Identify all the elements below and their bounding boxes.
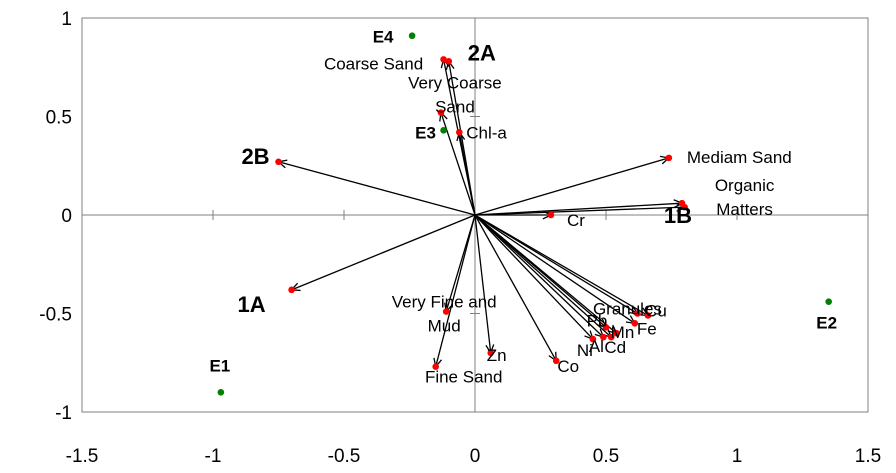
y-tick-label: 0 [61,206,72,227]
x-tick-label: -1 [205,446,222,467]
site-point-e3 [440,126,447,134]
point-mediam-sand [665,154,673,162]
x-tick-label: 0 [470,446,481,467]
label-fe: Fe [637,319,657,338]
x-tick-label: -0.5 [328,446,361,467]
y-tick-label: 1 [61,9,72,30]
point-fine-sand [432,363,440,370]
label-granules: Granules [593,300,662,319]
site-label-e3: E3 [415,123,436,142]
site-point-e2 [825,298,832,305]
x-tick-label: -1.5 [66,446,99,467]
site-label-e1: E1 [209,356,230,375]
point-al [600,333,607,341]
label-organic-matters: Organic Matters [715,176,775,219]
data-points [217,32,832,396]
label-chl-a: Chl-a [466,123,507,142]
point-cd [607,333,615,341]
label-zn: Zn [487,346,507,365]
station-label-2a: 2A [468,40,496,65]
point-very-fine-and-mud [442,308,450,315]
label-very-fine-and-mud: Very Fine and Mud [392,293,497,336]
point-1a [288,286,295,294]
label-fine-sand: Fine Sand [425,368,503,387]
loading-arrows [277,57,687,369]
label-mn: Mn [611,323,635,342]
site-label-e4: E4 [373,28,394,47]
arrow-2b [277,159,476,216]
label-mediam-sand: Mediam Sand [687,148,792,167]
label-pb: Pb [587,311,608,330]
point-fe [631,320,639,327]
label-cd: Cd [604,338,626,357]
point-2b [275,158,282,166]
point-2a [445,58,453,65]
x-tick-label: 1 [732,446,743,467]
arrow-al [474,214,605,339]
label-al: Al [589,337,604,356]
point-cr [547,211,555,219]
point-chl-a [455,128,463,136]
point-pb [602,323,610,331]
point-cu [644,312,652,319]
label-cu: Cu [645,301,667,320]
station-label-1b: 1B [664,203,692,228]
point-ni [589,335,597,343]
arrow-fine-sand [433,214,476,369]
y-tick-label: 0.5 [46,108,72,129]
point-zn [487,349,495,357]
x-tick-label: 1.5 [855,446,881,467]
label-cr: Cr [567,211,585,230]
tick-labels: -1.5 -1 -0.5 0 0.5 1 1.5 1 0.5 0 -0.5 -1 [39,9,881,467]
x-tick-label: 0.5 [593,446,619,467]
point-mn [613,329,620,337]
label-coarse-sand: Coarse Sand [324,54,423,73]
point-co [552,357,560,365]
point-1b [678,199,686,207]
point-very-coarse-sand [437,109,445,116]
site-point-e4 [408,32,416,40]
site-label-e2: E2 [816,314,837,333]
arrow-1a [290,214,476,292]
label-co: Co [557,357,579,376]
site-point-e1 [217,389,225,396]
station-label-2b: 2B [241,144,269,169]
label-ni: Ni [577,341,593,360]
point-granules [634,310,641,317]
y-tick-label: -0.5 [39,305,72,326]
point-coarse-sand [440,56,447,63]
label-very-coarse-sand: Very Coarse Sand [408,74,502,117]
y-tick-label: -1 [55,403,72,424]
station-label-1a: 1A [238,292,266,317]
arrow-zn [474,214,495,355]
